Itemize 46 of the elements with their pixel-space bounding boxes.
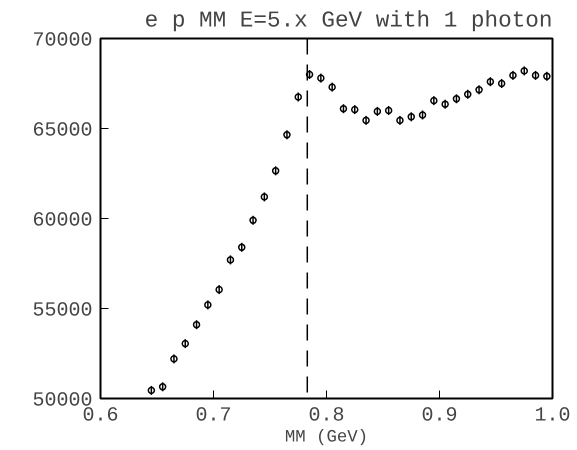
point bbox=[272, 167, 280, 175]
point bbox=[260, 193, 268, 201]
point bbox=[170, 355, 178, 363]
point bbox=[283, 131, 291, 139]
point bbox=[396, 116, 404, 124]
point bbox=[498, 80, 506, 88]
point bbox=[384, 106, 392, 114]
point bbox=[374, 108, 382, 116]
point bbox=[294, 93, 302, 101]
x-tick-label: 0.8 bbox=[308, 404, 345, 428]
point bbox=[306, 70, 314, 78]
point bbox=[249, 216, 257, 224]
point bbox=[418, 111, 426, 119]
point bbox=[441, 100, 449, 108]
point bbox=[192, 320, 200, 328]
y-tick-label: 65000 bbox=[32, 120, 93, 142]
x-tick-label: 0.7 bbox=[195, 404, 232, 428]
y-tick-label: 70000 bbox=[32, 30, 93, 52]
point bbox=[238, 244, 246, 252]
point bbox=[362, 116, 370, 124]
x-tick-label: 0.9 bbox=[421, 404, 458, 428]
x-axis-title: MM (GeV) bbox=[284, 428, 368, 448]
point bbox=[340, 104, 348, 112]
x-tick-label: 1.0 bbox=[534, 404, 571, 428]
point bbox=[215, 286, 223, 294]
point bbox=[464, 90, 472, 98]
y-tick-label: 60000 bbox=[32, 210, 93, 232]
point bbox=[430, 96, 438, 104]
point bbox=[158, 383, 166, 391]
point bbox=[317, 74, 325, 82]
point bbox=[226, 256, 234, 264]
point bbox=[520, 67, 528, 75]
chart-title: e p MM E=5.x GeV with 1 photon bbox=[144, 8, 553, 34]
point bbox=[148, 386, 156, 394]
y-tick-label: 55000 bbox=[32, 300, 93, 322]
point bbox=[408, 113, 415, 121]
point bbox=[204, 301, 212, 309]
point bbox=[543, 72, 551, 80]
point bbox=[182, 340, 189, 348]
point bbox=[475, 86, 483, 94]
point bbox=[328, 83, 336, 91]
point bbox=[532, 72, 540, 80]
point bbox=[509, 72, 517, 80]
point bbox=[486, 78, 494, 86]
point bbox=[351, 106, 358, 114]
point bbox=[452, 95, 460, 103]
